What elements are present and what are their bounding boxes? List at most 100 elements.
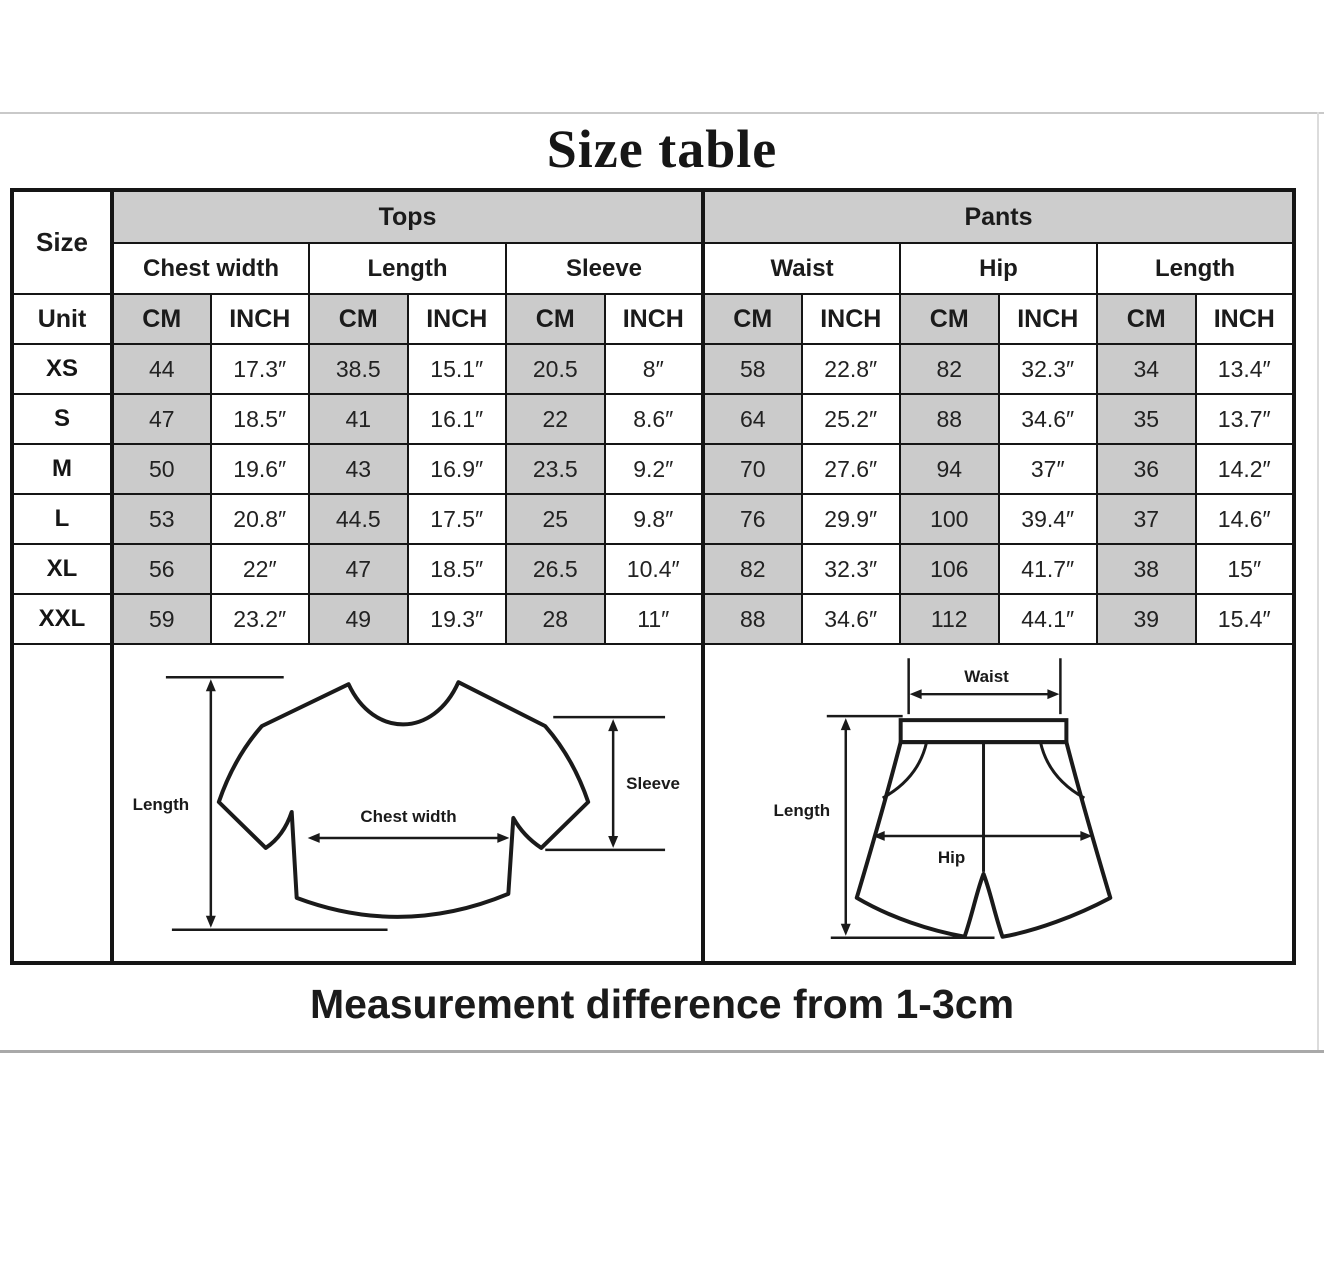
size-label: XL	[11, 543, 113, 595]
data-cell: 13.4″	[1194, 343, 1295, 395]
data-cell: 23.2″	[209, 593, 310, 645]
data-cell: 27.6″	[800, 443, 901, 495]
unit-inch: INCH	[800, 293, 901, 345]
shorts-length-label: Length	[774, 801, 831, 820]
data-cell: 20.5	[505, 343, 606, 395]
data-cell: 37	[1096, 493, 1197, 545]
data-cell: 11″	[603, 593, 704, 645]
data-cell: 32.3″	[997, 343, 1098, 395]
data-cell: 34.6″	[997, 393, 1098, 445]
group-header-tops: Tops	[110, 189, 704, 244]
shorts-waistband	[898, 718, 1069, 745]
data-cell: 8.6″	[603, 393, 704, 445]
size-label: XS	[11, 343, 113, 395]
col-header-pants-length: Length	[1096, 242, 1295, 295]
data-cell: 112	[899, 593, 1000, 645]
tshirt-diagram-cell: Length Chest width	[110, 643, 704, 964]
data-cell: 29.9″	[800, 493, 901, 545]
data-cell: 18.5″	[209, 393, 310, 445]
data-cell: 25.2″	[800, 393, 901, 445]
group-header-pants: Pants	[701, 189, 1295, 244]
data-cell: 22″	[209, 543, 310, 595]
shorts-length-arrow	[826, 714, 995, 940]
data-cell: 34	[1096, 343, 1197, 395]
data-cell: 22	[505, 393, 606, 445]
unit-row: Unit CM INCH CM INCH CM INCH CM INCH CM …	[11, 293, 1295, 345]
unit-inch: INCH	[997, 293, 1098, 345]
column-header-row: Chest width Length Sleeve Waist Hip Leng…	[12, 242, 1295, 295]
size-label: M	[11, 443, 113, 495]
data-cell: 34.6″	[800, 593, 901, 645]
data-cell: 56	[110, 543, 212, 595]
data-cell: 35	[1096, 393, 1197, 445]
data-cell: 28	[505, 593, 606, 645]
data-cell: 23.5	[505, 443, 606, 495]
tshirt-diagram: Length Chest width	[133, 675, 680, 932]
size-row-l: L 53 20.8″ 44.5 17.5″ 25 9.8″ 76 29.9″ 1…	[11, 493, 1295, 545]
data-cell: 15.1″	[406, 343, 507, 395]
unit-inch: INCH	[603, 293, 704, 345]
data-cell: 70	[701, 443, 803, 495]
tshirt-length-label: Length	[133, 795, 190, 814]
data-cell: 14.6″	[1194, 493, 1295, 545]
group-header-row: Size Tops Pants	[11, 189, 1295, 295]
data-cell: 36	[1096, 443, 1197, 495]
data-cell: 18.5″	[406, 543, 507, 595]
measurement-note: Measurement difference from 1-3cm	[309, 981, 1015, 1027]
data-cell: 15.4″	[1194, 593, 1295, 645]
tshirt-chest-label: Chest width	[360, 807, 456, 826]
data-cell: 43	[308, 443, 409, 495]
data-cell: 17.5″	[406, 493, 507, 545]
data-cell: 47	[308, 543, 409, 595]
data-cell: 59	[110, 593, 212, 645]
data-cell: 39	[1096, 593, 1197, 645]
tshirt-chest-arrow	[307, 832, 510, 843]
data-cell: 44.1″	[997, 593, 1098, 645]
col-header-hip: Hip	[899, 242, 1098, 295]
size-row-xs: XS 44 17.3″ 38.5 15.1″ 20.5 8″ 58 22.8″ …	[11, 343, 1295, 395]
size-row-s: S 47 18.5″ 41 16.1″ 22 8.6″ 64 25.2″ 88 …	[11, 393, 1295, 445]
data-cell: 14.2″	[1194, 443, 1295, 495]
data-cell: 9.2″	[603, 443, 704, 495]
data-cell: 19.6″	[209, 443, 310, 495]
shorts-diagram-cell: Waist Length	[701, 643, 1295, 964]
data-cell: 44.5	[308, 493, 409, 545]
unit-cm: CM	[899, 293, 1000, 345]
data-cell: 88	[701, 593, 803, 645]
data-cell: 15″	[1194, 543, 1295, 595]
size-label: XXL	[11, 593, 113, 645]
data-cell: 100	[899, 493, 1000, 545]
data-cell: 13.7″	[1194, 393, 1295, 445]
data-cell: 49	[308, 593, 409, 645]
shorts-hip-label: Hip	[938, 848, 965, 867]
data-cell: 106	[899, 543, 1000, 595]
tshirt-outline	[216, 680, 591, 919]
right-edge-line	[1317, 112, 1319, 1052]
data-cell: 41	[308, 393, 409, 445]
unit-cm: CM	[1096, 293, 1197, 345]
empty-corner-cell	[11, 643, 113, 964]
data-cell: 19.3″	[406, 593, 507, 645]
data-cell: 38.5	[308, 343, 409, 395]
data-cell: 10.4″	[603, 543, 704, 595]
data-cell: 50	[110, 443, 212, 495]
data-cell: 76	[701, 493, 803, 545]
data-cell: 94	[899, 443, 1000, 495]
size-corner-cell: Size	[11, 189, 113, 295]
data-cell: 16.9″	[406, 443, 507, 495]
size-label: L	[11, 493, 113, 545]
size-table: Size Tops Pants Chest width Length Sleev…	[10, 188, 1296, 965]
data-cell: 39.4″	[997, 493, 1098, 545]
data-cell: 38	[1096, 543, 1197, 595]
shorts-right-pocket	[1038, 741, 1086, 800]
shorts-waist-arrow	[907, 658, 1062, 715]
data-cell: 64	[701, 393, 803, 445]
size-row-xxl: XXL 59 23.2″ 49 19.3″ 28 11″ 88 34.6″ 11…	[11, 593, 1295, 645]
shorts-waist-label: Waist	[964, 667, 1009, 686]
data-cell: 20.8″	[209, 493, 310, 545]
data-cell: 58	[701, 343, 803, 395]
col-header-chest-width: Chest width	[110, 242, 310, 295]
data-cell: 47	[110, 393, 212, 445]
data-cell: 37″	[997, 443, 1098, 495]
data-cell: 22.8″	[800, 343, 901, 395]
